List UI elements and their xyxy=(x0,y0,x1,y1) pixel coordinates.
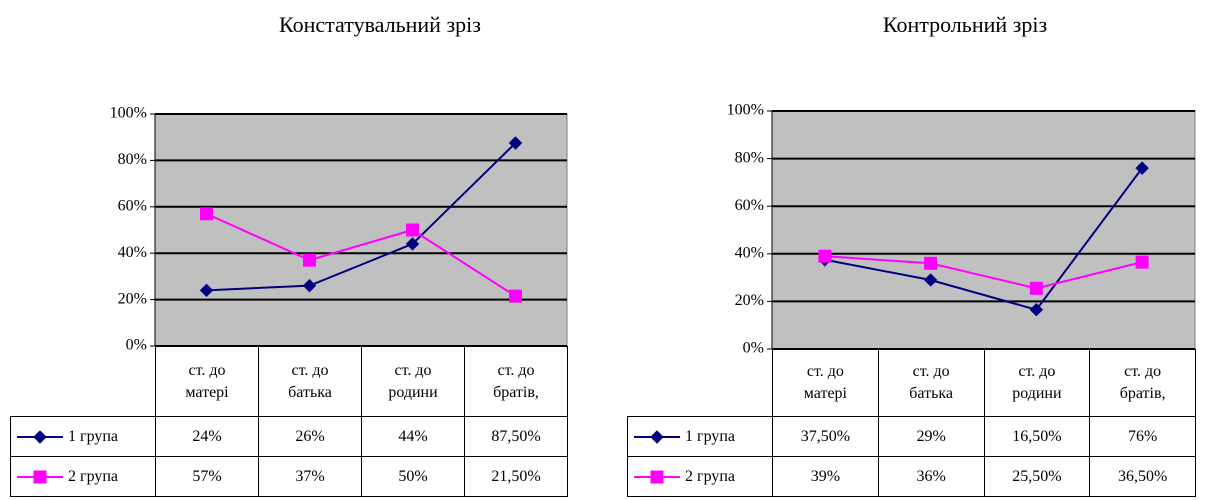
legend-label: 2 група xyxy=(68,467,119,485)
value-cell: 36% xyxy=(877,456,985,497)
value-cell: 37% xyxy=(258,456,362,497)
data-point xyxy=(199,283,214,298)
y-tick-label: 60% xyxy=(735,197,764,214)
data-point xyxy=(1135,255,1149,269)
data-point xyxy=(508,136,523,150)
value-cell: 87,50% xyxy=(464,416,568,457)
category-cell: ст. до батька xyxy=(258,346,362,417)
value-cell: 16,50% xyxy=(983,416,1091,457)
y-tick-label: 80% xyxy=(735,149,764,166)
value-cell: 76% xyxy=(1089,416,1196,457)
category-cell: ст. до родини xyxy=(361,346,465,417)
legend-swatch xyxy=(634,429,680,444)
series-line xyxy=(824,167,1143,311)
y-tick-label: 100% xyxy=(727,102,764,119)
legend-cell: 1 група xyxy=(10,416,156,457)
value-cell: 44% xyxy=(361,416,465,457)
value-cell: 29% xyxy=(877,416,985,457)
data-point xyxy=(924,256,938,270)
plot-area xyxy=(154,113,568,347)
legend-marker xyxy=(33,470,47,483)
category-cell: ст. до братів, xyxy=(464,346,568,417)
y-tick-label: 20% xyxy=(118,290,147,307)
data-point xyxy=(1029,303,1044,317)
value-cell: 57% xyxy=(155,456,259,497)
category-cell: ст. до матері xyxy=(155,346,259,417)
category-cell: ст. до родини xyxy=(983,349,1091,417)
x-tick-label: ст. до родини xyxy=(1012,363,1062,402)
data-point xyxy=(1029,281,1043,295)
value-cell: 21,50% xyxy=(464,456,568,497)
x-tick-label: ст. до братів, xyxy=(493,361,539,401)
category-cell: ст. до батька xyxy=(877,349,985,417)
x-tick-label: ст. до матері xyxy=(803,363,847,402)
plot-area xyxy=(771,110,1196,350)
category-cell: ст. до братів, xyxy=(1089,349,1196,417)
y-tick-label: 100% xyxy=(110,105,147,122)
value-cell: 25,50% xyxy=(983,456,1091,497)
x-tick-label: ст. до матері xyxy=(185,361,229,401)
x-tick-label: ст. до батька xyxy=(909,363,953,402)
series-line xyxy=(824,255,1143,290)
data-point xyxy=(1135,161,1149,175)
legend-cell: 2 група xyxy=(627,456,773,497)
value-cell: 26% xyxy=(258,416,362,457)
value-cell: 50% xyxy=(361,456,465,497)
chart-title: Контрольний зріз xyxy=(883,12,1047,37)
value-cell: 36,50% xyxy=(1089,456,1196,497)
data-point xyxy=(302,278,317,293)
y-tick-label: 60% xyxy=(118,197,147,214)
legend-swatch xyxy=(17,470,63,483)
data-point xyxy=(405,237,420,251)
y-tick-label: 40% xyxy=(735,244,764,261)
data-point xyxy=(200,207,213,221)
data-point xyxy=(509,289,522,303)
y-tick-label: 80% xyxy=(118,151,147,168)
data-point xyxy=(303,253,316,267)
data-point xyxy=(406,223,419,237)
category-cell: ст. до матері xyxy=(772,349,879,417)
legend-swatch xyxy=(634,470,680,483)
x-tick-label: ст. до родини xyxy=(388,361,438,401)
legend-cell: 1 група xyxy=(627,416,773,457)
legend-marker xyxy=(650,470,664,483)
value-cell: 24% xyxy=(155,416,259,457)
legend-marker xyxy=(650,429,664,444)
value-cell: 37,50% xyxy=(772,416,879,457)
legend-label: 1 група xyxy=(685,427,736,445)
y-tick-label: 40% xyxy=(118,244,147,261)
series-line xyxy=(206,142,517,292)
legend-marker xyxy=(33,429,47,444)
series-line xyxy=(206,212,517,297)
chart-title: Констатувальний зріз xyxy=(279,12,481,37)
legend-label: 1 група xyxy=(68,427,119,445)
legend-label: 2 група xyxy=(685,467,736,485)
y-tick-label: 0% xyxy=(126,337,147,354)
value-cell: 39% xyxy=(772,456,879,497)
legend-cell: 2 група xyxy=(10,456,156,497)
legend-swatch xyxy=(17,429,63,444)
y-tick-label: 0% xyxy=(743,340,764,357)
y-tick-label: 20% xyxy=(735,292,764,309)
x-tick-label: ст. до братів, xyxy=(1119,363,1166,402)
x-tick-label: ст. до батька xyxy=(288,361,332,401)
data-point xyxy=(923,273,938,287)
data-point xyxy=(818,249,832,263)
